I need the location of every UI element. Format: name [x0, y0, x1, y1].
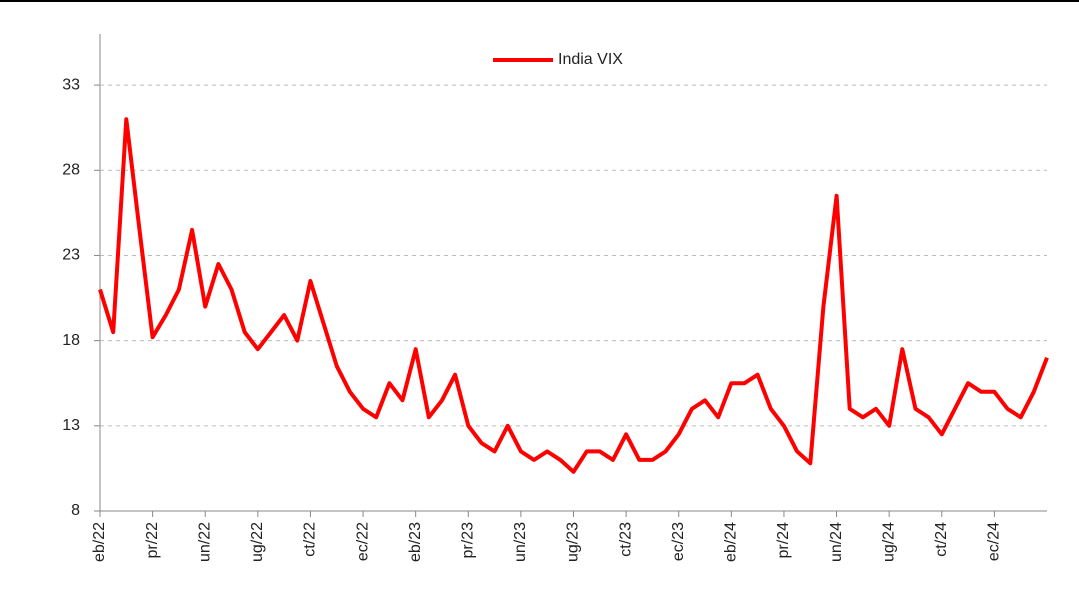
x-tick-label: eb/23 [407, 522, 424, 562]
x-tick-label: un/22 [196, 522, 213, 562]
y-tick-label: 18 [62, 332, 80, 349]
x-tick-label: eb/24 [723, 522, 740, 562]
x-tick-label: un/23 [512, 522, 529, 562]
x-tick-label: ec/22 [354, 522, 371, 561]
x-tick-label: ct/24 [933, 522, 950, 557]
x-tick-label: ug/22 [249, 522, 266, 562]
series-line [98, 117, 1049, 474]
x-tick-label: pr/22 [144, 522, 161, 559]
x-tick-label: pr/24 [775, 522, 792, 559]
x-tick-label: pr/23 [459, 522, 476, 559]
x-tick-label: un/24 [828, 522, 845, 562]
y-tick-label: 13 [62, 417, 80, 434]
x-tick-label: ct/23 [617, 522, 634, 557]
x-tick-label: ct/22 [302, 522, 319, 557]
y-tick-label: 23 [62, 247, 80, 264]
x-tick-label: ug/24 [880, 522, 897, 562]
x-tick-label: eb/22 [91, 522, 108, 562]
x-tick-label: ug/23 [565, 522, 582, 562]
y-tick-label: 8 [71, 502, 80, 519]
x-tick-label: ec/23 [670, 522, 687, 561]
x-tick-label: ec/24 [986, 522, 1003, 561]
legend-label: India VIX [558, 51, 623, 68]
y-tick-label: 28 [62, 162, 80, 179]
y-tick-label: 33 [62, 76, 80, 93]
